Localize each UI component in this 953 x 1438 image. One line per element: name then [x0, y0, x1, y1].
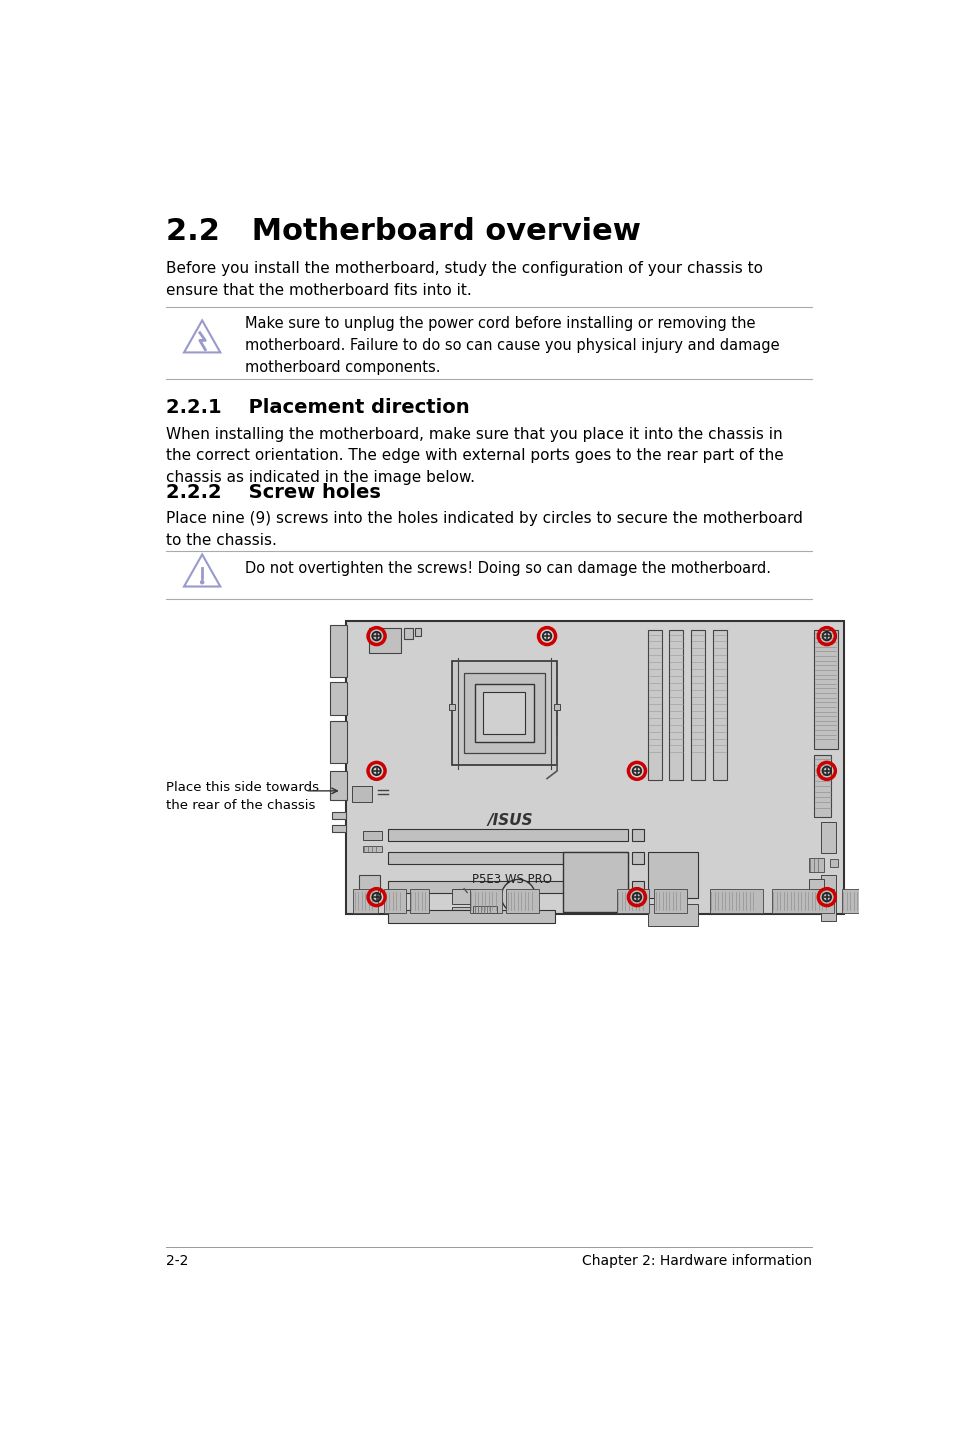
Bar — [384, 890, 406, 913]
Bar — [469, 890, 501, 913]
Bar — [345, 621, 843, 915]
Text: 2.2.1    Placement direction: 2.2.1 Placement direction — [166, 398, 469, 417]
Bar — [617, 890, 649, 913]
Bar — [452, 660, 557, 765]
Bar — [771, 890, 833, 913]
Bar — [814, 630, 837, 749]
Bar — [709, 890, 761, 913]
Bar — [841, 890, 893, 913]
Bar — [388, 828, 628, 841]
Text: P5E3 WS PRO: P5E3 WS PRO — [472, 873, 552, 886]
Bar — [820, 874, 835, 920]
Bar — [388, 910, 555, 923]
Bar — [403, 628, 413, 638]
Bar — [359, 874, 379, 897]
Bar — [353, 890, 377, 913]
Bar — [473, 906, 497, 913]
Text: Make sure to unplug the power cord before installing or removing the
motherboard: Make sure to unplug the power cord befor… — [245, 316, 779, 375]
Bar — [647, 630, 661, 779]
Bar — [808, 858, 823, 871]
Text: Chapter 2: Hardware information: Chapter 2: Hardware information — [581, 1254, 811, 1268]
Bar — [829, 860, 837, 867]
Bar — [415, 628, 421, 636]
Bar — [647, 851, 698, 897]
Bar — [362, 831, 381, 840]
Text: Before you install the motherboard, study the configuration of your chassis to
e: Before you install the motherboard, stud… — [166, 262, 762, 298]
Bar — [452, 907, 476, 919]
Text: Place this side towards
the rear of the chassis: Place this side towards the rear of the … — [166, 781, 318, 812]
Bar — [330, 624, 347, 677]
Bar — [475, 684, 534, 742]
Bar — [554, 703, 559, 710]
Bar — [562, 851, 628, 912]
Text: 2.2   Motherboard overview: 2.2 Motherboard overview — [166, 217, 640, 246]
Bar — [669, 630, 682, 779]
Text: /ISUS: /ISUS — [487, 814, 533, 828]
Bar — [632, 828, 643, 841]
Bar — [410, 890, 429, 913]
Text: Place nine (9) screws into the holes indicated by circles to secure the motherbo: Place nine (9) screws into the holes ind… — [166, 512, 801, 548]
Bar — [820, 823, 835, 853]
Bar — [808, 880, 823, 910]
Bar — [464, 673, 544, 754]
Circle shape — [200, 581, 204, 584]
Bar — [332, 825, 345, 833]
Bar — [632, 881, 643, 893]
Bar — [452, 889, 476, 905]
Text: Do not overtighten the screws! Doing so can damage the motherboard.: Do not overtighten the screws! Doing so … — [245, 561, 770, 577]
Bar — [691, 630, 704, 779]
Bar — [483, 692, 525, 733]
Circle shape — [500, 880, 535, 913]
Bar — [647, 905, 698, 926]
Bar — [388, 851, 628, 864]
Bar — [632, 851, 643, 864]
Bar — [362, 846, 381, 851]
Bar — [369, 628, 401, 653]
Bar — [330, 682, 347, 715]
Bar — [505, 890, 537, 913]
Text: 2.2.2    Screw holes: 2.2.2 Screw holes — [166, 483, 380, 502]
Text: When installing the motherboard, make sure that you place it into the chassis in: When installing the motherboard, make su… — [166, 427, 782, 485]
Bar — [332, 811, 345, 820]
Bar — [654, 890, 686, 913]
Bar — [330, 720, 347, 764]
Bar — [814, 755, 831, 817]
Bar — [352, 787, 372, 801]
Bar — [712, 630, 726, 779]
Text: 2-2: 2-2 — [166, 1254, 188, 1268]
Bar — [388, 881, 628, 893]
Bar — [448, 703, 455, 710]
Bar — [330, 771, 347, 800]
